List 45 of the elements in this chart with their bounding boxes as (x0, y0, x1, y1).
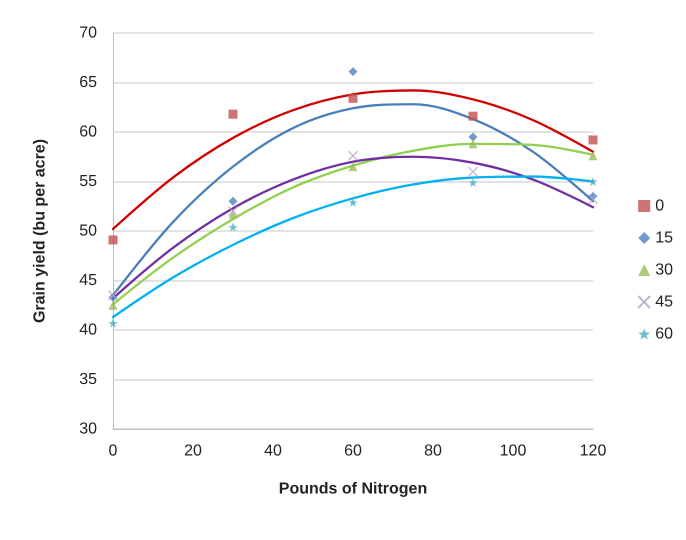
y-tick-label: 50 (79, 222, 98, 240)
point (468, 178, 478, 187)
point (588, 177, 598, 186)
legend-label: 30 (655, 262, 674, 278)
x-tick-label: 40 (264, 442, 282, 460)
point (588, 151, 598, 160)
y-tick-label: 45 (79, 272, 98, 289)
point (108, 300, 118, 310)
point (348, 150, 358, 161)
y-tick-label: 70 (79, 24, 98, 42)
y-tick-label: 55 (79, 173, 98, 190)
y-axis-title: Grain yield (bu per acre) (32, 138, 48, 324)
x-tick-label: 80 (424, 442, 442, 460)
point (348, 198, 358, 207)
y-tick-label: 40 (79, 322, 98, 338)
point (228, 196, 238, 206)
point (588, 194, 598, 204)
x-tick-label: 20 (184, 442, 202, 460)
point (108, 235, 118, 244)
x-axis-title: Pounds of Nitrogen (278, 480, 428, 498)
legend-label: 45 (655, 294, 674, 310)
point (588, 135, 598, 144)
point (228, 206, 238, 216)
point (348, 162, 358, 172)
legend-label: 60 (655, 326, 674, 342)
y-tick-label: 65 (79, 74, 98, 91)
x-tick-label: 60 (344, 442, 362, 460)
y-tick-label: 30 (79, 420, 98, 438)
legend-label: 15 (655, 230, 674, 246)
x-tick-label: 120 (580, 442, 606, 460)
point (108, 318, 118, 328)
point (228, 110, 238, 119)
point (348, 94, 358, 103)
point (468, 139, 478, 148)
y-tick-label: 35 (79, 371, 98, 388)
point (468, 112, 478, 121)
point (108, 290, 118, 300)
point (228, 222, 238, 232)
point (348, 67, 358, 76)
x-tick-label: 0 (108, 442, 118, 460)
legend-label: 0 (655, 198, 664, 214)
point (468, 166, 478, 177)
point (468, 132, 478, 142)
x-tick-label: 100 (500, 442, 526, 460)
y-tick-label: 60 (79, 124, 98, 140)
